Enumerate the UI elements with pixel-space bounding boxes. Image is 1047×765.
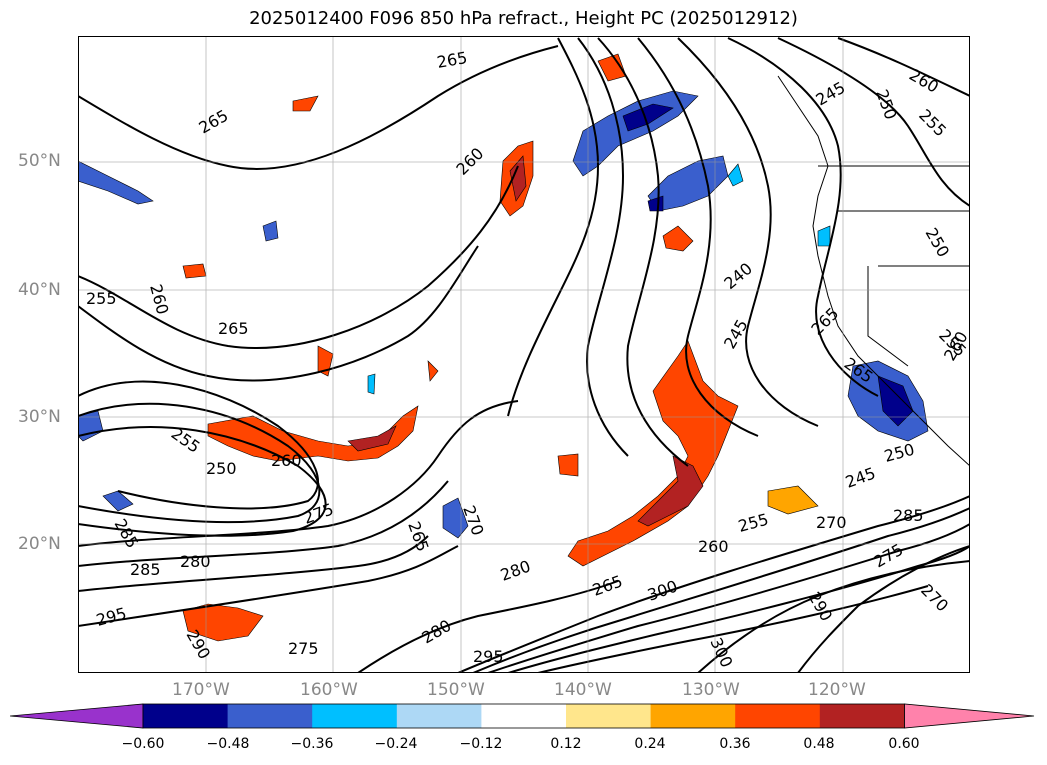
- lat-label: 50°N: [18, 151, 61, 171]
- contour-label: 260: [271, 451, 302, 470]
- graticule: [78, 36, 970, 673]
- colorbar-segment: [819, 704, 905, 728]
- colorbar-tick: 0.60: [888, 736, 920, 752]
- lat-label: 40°N: [18, 280, 61, 300]
- lat-label: 20°N: [18, 534, 61, 554]
- contour-label: 295: [473, 647, 504, 666]
- colorbar-tick: 0.48: [803, 736, 835, 752]
- contour-label: 250: [206, 459, 237, 478]
- contour-label: 265: [218, 319, 249, 338]
- colorbar-tick: 0.36: [719, 736, 751, 752]
- colorbar-frame: [142, 703, 905, 729]
- contour-label: 260: [698, 537, 729, 556]
- colorbar-extend-low: [10, 703, 144, 729]
- anomaly-shading: [78, 53, 929, 642]
- colorbar-segment: [227, 704, 313, 728]
- colorbar-tick: −0.24: [374, 736, 418, 752]
- colorbar-segment: [396, 704, 482, 728]
- lat-label: 30°N: [18, 407, 61, 427]
- colorbar-segment: [312, 704, 398, 728]
- map-panel: 265 265 260 260 255 265 255 250 260 275 …: [78, 36, 970, 673]
- colorbar-tick: −0.12: [459, 736, 503, 752]
- lon-label: 140°W: [554, 680, 612, 700]
- contour-label: 280: [180, 552, 211, 571]
- height-contours: [78, 37, 970, 673]
- contour-label: 270: [816, 513, 847, 532]
- colorbar-segment: [481, 704, 567, 728]
- lon-label: 160°W: [300, 680, 358, 700]
- colorbar-segment: [566, 704, 652, 728]
- lon-label: 170°W: [172, 680, 230, 700]
- colorbar-tick: 0.12: [550, 736, 582, 752]
- contour-label: 275: [288, 639, 319, 658]
- contour-label: 255: [86, 289, 117, 308]
- map-title: 2025012400 F096 850 hPa refract., Height…: [249, 8, 798, 29]
- colorbar-segment: [650, 704, 736, 728]
- colorbar-tick: −0.60: [121, 736, 165, 752]
- colorbar-segment: [143, 704, 229, 728]
- lon-label: 130°W: [682, 680, 740, 700]
- colorbar-tick: 0.24: [634, 736, 666, 752]
- map-frame: [78, 36, 970, 673]
- colorbar: [10, 703, 1035, 729]
- colorbar-tick: −0.48: [206, 736, 250, 752]
- contour-label: 285: [893, 506, 924, 525]
- lon-label: 150°W: [427, 680, 485, 700]
- colorbar-tick: −0.36: [290, 736, 334, 752]
- contour-label: 285: [130, 560, 161, 579]
- colorbar-segments: [10, 703, 1035, 729]
- colorbar-extend-high: [904, 703, 1035, 729]
- colorbar-segment: [735, 704, 821, 728]
- lon-label: 120°W: [808, 680, 866, 700]
